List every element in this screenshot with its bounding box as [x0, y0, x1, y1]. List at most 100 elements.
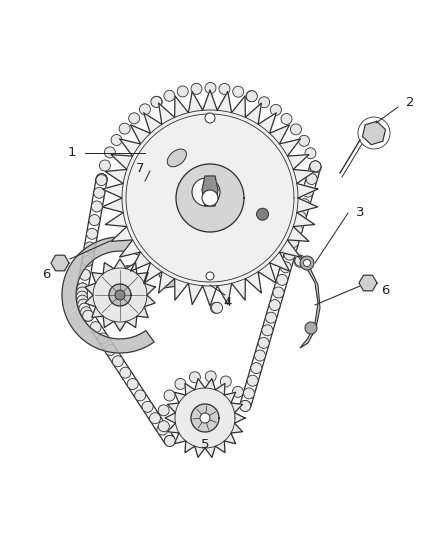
Circle shape: [205, 371, 216, 382]
Circle shape: [310, 161, 321, 172]
Circle shape: [87, 228, 98, 239]
Circle shape: [310, 161, 321, 172]
Circle shape: [92, 201, 102, 212]
Circle shape: [77, 287, 88, 298]
Circle shape: [164, 390, 175, 401]
Circle shape: [98, 333, 109, 344]
Circle shape: [310, 161, 321, 172]
Circle shape: [206, 272, 214, 280]
Circle shape: [164, 435, 175, 447]
Polygon shape: [295, 253, 320, 348]
Circle shape: [265, 312, 276, 323]
Circle shape: [104, 147, 115, 158]
Circle shape: [233, 86, 244, 97]
Circle shape: [240, 400, 251, 411]
Circle shape: [99, 160, 110, 171]
Circle shape: [158, 405, 169, 416]
Circle shape: [96, 174, 107, 184]
Circle shape: [151, 96, 162, 107]
Polygon shape: [176, 164, 244, 232]
Circle shape: [284, 249, 295, 260]
Circle shape: [305, 148, 316, 159]
Circle shape: [120, 367, 131, 378]
Text: 2: 2: [406, 96, 414, 109]
Circle shape: [294, 256, 305, 267]
Polygon shape: [202, 176, 218, 206]
Polygon shape: [191, 404, 219, 432]
Circle shape: [90, 321, 101, 333]
Circle shape: [77, 291, 88, 302]
Circle shape: [158, 421, 170, 432]
Circle shape: [157, 424, 168, 435]
Circle shape: [220, 376, 231, 387]
Circle shape: [295, 211, 306, 222]
Circle shape: [79, 269, 91, 280]
Circle shape: [151, 96, 162, 108]
Circle shape: [258, 96, 270, 108]
Ellipse shape: [167, 149, 187, 167]
Circle shape: [233, 386, 244, 397]
Circle shape: [122, 265, 133, 277]
Circle shape: [175, 378, 186, 390]
Circle shape: [254, 350, 265, 361]
Circle shape: [262, 325, 273, 336]
Circle shape: [246, 91, 257, 102]
Circle shape: [244, 388, 254, 399]
Circle shape: [189, 372, 200, 383]
Text: 5: 5: [201, 439, 209, 451]
Circle shape: [192, 178, 220, 206]
Text: 3: 3: [356, 206, 364, 220]
Text: 6: 6: [381, 285, 389, 297]
Circle shape: [83, 310, 94, 321]
Circle shape: [270, 104, 281, 115]
Circle shape: [212, 302, 223, 313]
Circle shape: [123, 266, 134, 277]
Circle shape: [299, 199, 310, 209]
Circle shape: [246, 91, 258, 102]
Polygon shape: [85, 259, 155, 331]
Text: 1: 1: [68, 147, 76, 159]
Circle shape: [129, 113, 140, 124]
Circle shape: [81, 306, 92, 318]
Circle shape: [240, 400, 251, 411]
Polygon shape: [359, 275, 377, 291]
Circle shape: [280, 262, 291, 273]
Circle shape: [310, 162, 321, 173]
Circle shape: [77, 295, 88, 306]
Circle shape: [149, 413, 160, 424]
Circle shape: [191, 83, 202, 94]
Circle shape: [94, 187, 105, 198]
Circle shape: [77, 283, 88, 294]
Polygon shape: [62, 237, 177, 353]
Circle shape: [303, 186, 314, 197]
Circle shape: [205, 83, 216, 93]
Circle shape: [304, 260, 311, 266]
Circle shape: [269, 300, 280, 311]
Circle shape: [300, 256, 314, 270]
Circle shape: [202, 190, 218, 206]
Circle shape: [288, 237, 299, 247]
Circle shape: [306, 174, 317, 184]
Polygon shape: [165, 378, 245, 457]
Circle shape: [257, 208, 268, 220]
Text: 7: 7: [136, 161, 144, 174]
Circle shape: [219, 84, 230, 94]
Polygon shape: [102, 90, 318, 306]
Circle shape: [111, 134, 122, 146]
Circle shape: [96, 174, 107, 184]
Circle shape: [298, 135, 310, 147]
Circle shape: [79, 303, 90, 314]
Circle shape: [134, 390, 145, 401]
Circle shape: [177, 86, 188, 97]
Polygon shape: [51, 255, 69, 271]
Circle shape: [113, 356, 124, 367]
Circle shape: [281, 114, 292, 125]
Circle shape: [84, 242, 95, 253]
Circle shape: [96, 175, 107, 185]
Polygon shape: [109, 284, 131, 306]
Circle shape: [277, 274, 288, 285]
Circle shape: [247, 375, 258, 386]
Text: 4: 4: [224, 296, 232, 310]
Circle shape: [305, 322, 317, 334]
Circle shape: [164, 90, 175, 101]
